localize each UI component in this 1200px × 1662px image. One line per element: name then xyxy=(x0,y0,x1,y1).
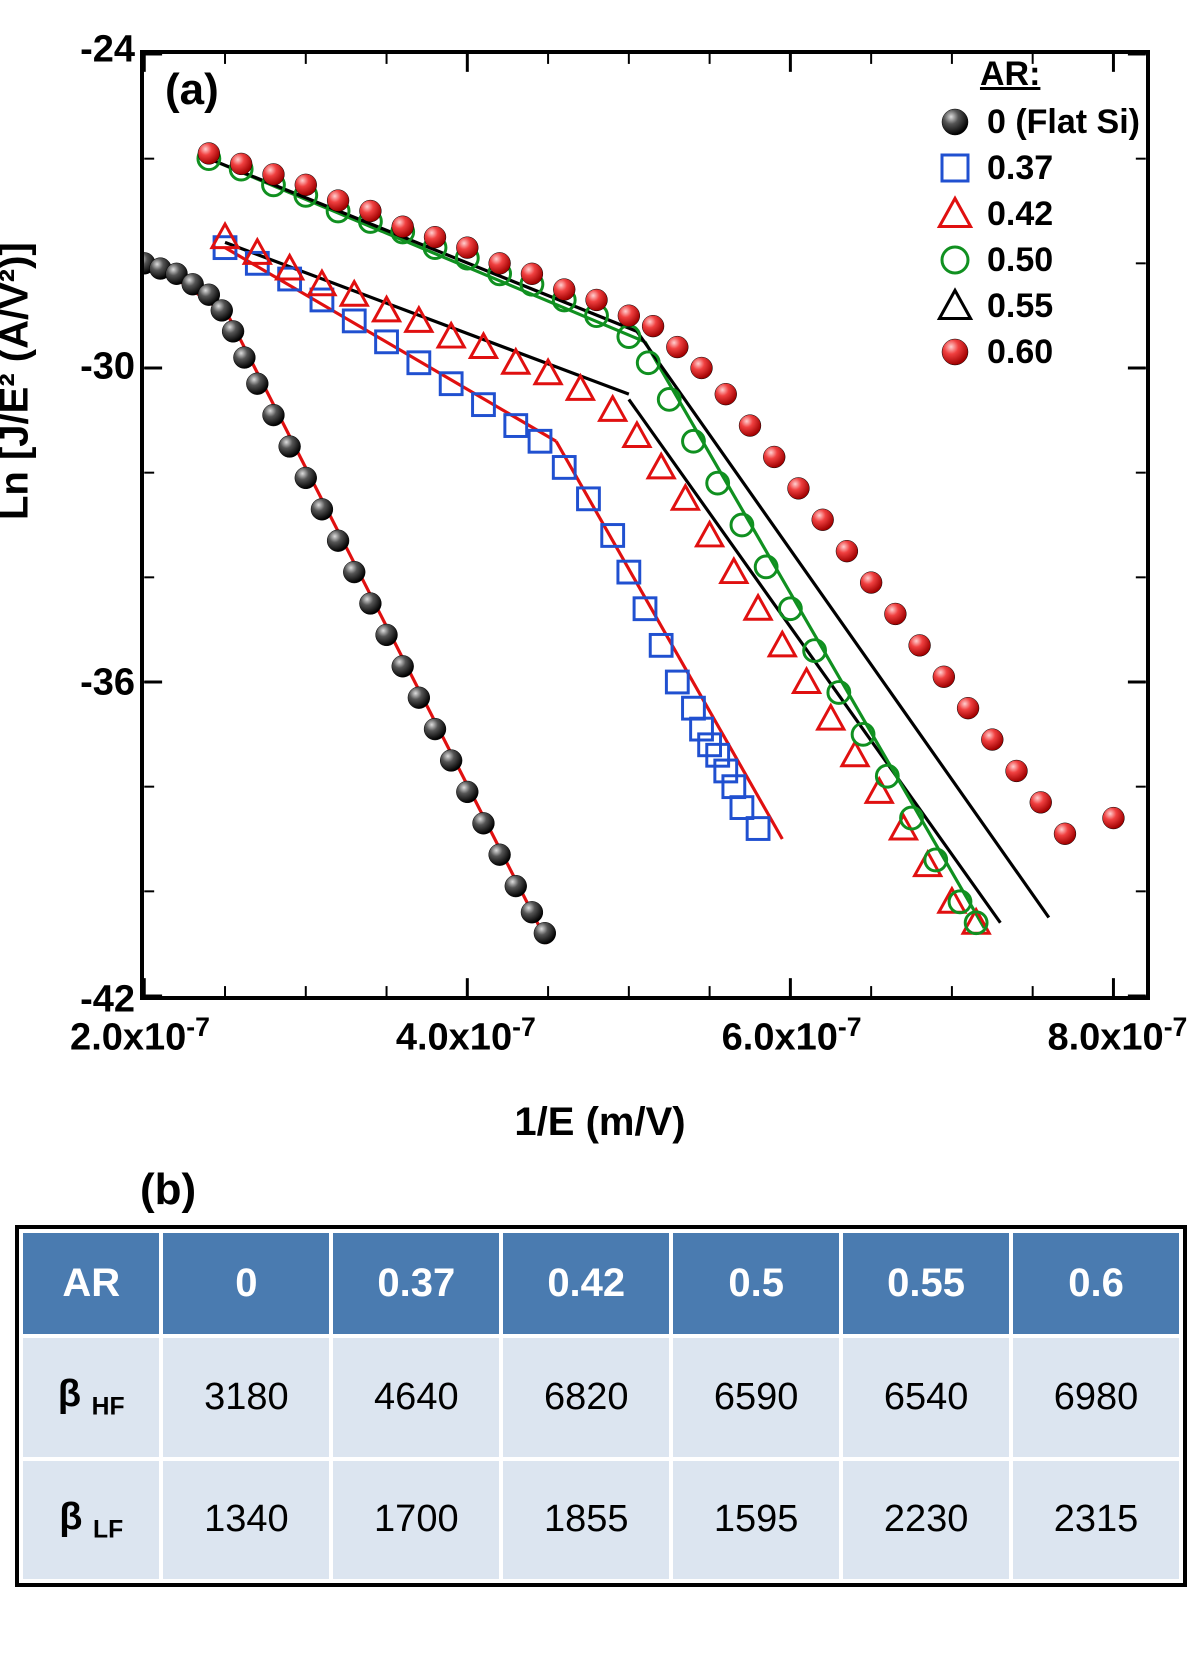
y-tick-label: -36 xyxy=(80,662,135,705)
legend-marker-icon xyxy=(935,148,975,188)
table-cell: 3180 xyxy=(163,1338,329,1457)
table-row: β LF134017001855159522302315 xyxy=(23,1461,1179,1580)
table-cell: 1855 xyxy=(503,1461,669,1580)
y-axis-label: Ln [J/E² (A/V²)] xyxy=(0,242,38,520)
legend-label: 0.60 xyxy=(987,333,1053,372)
legend-item: 0.42 xyxy=(935,192,1140,236)
legend-label: 0.55 xyxy=(987,287,1053,326)
chart-panel: Ln [J/E² (A/V²)] -24-30-36-42 2.0x10-74.… xyxy=(20,20,1180,1120)
legend-label: 0 (Flat Si) xyxy=(987,103,1140,142)
table-row-label: β LF xyxy=(23,1461,159,1580)
legend-item: 0.50 xyxy=(935,238,1140,282)
legend-label: 0.50 xyxy=(987,241,1053,280)
table-cell: 1595 xyxy=(673,1461,839,1580)
x-axis-label: 1/E (m/V) xyxy=(514,1100,685,1145)
x-tick-label: 2.0x10-7 xyxy=(70,1012,210,1060)
legend-marker-icon xyxy=(935,332,975,372)
y-tick-label: -24 xyxy=(80,29,135,72)
table-cell: 1340 xyxy=(163,1461,329,1580)
legend: AR: 0 (Flat Si) 0.37 0.42 0.50 0.55 0.60 xyxy=(935,55,1140,376)
legend-label: 0.37 xyxy=(987,149,1053,188)
table-header-cell: 0.42 xyxy=(503,1233,669,1334)
legend-title: AR: xyxy=(980,55,1140,94)
legend-item: 0.60 xyxy=(935,330,1140,374)
table-cell: 1700 xyxy=(333,1461,499,1580)
legend-marker-icon xyxy=(935,194,975,234)
table-row-label: β HF xyxy=(23,1338,159,1457)
table-header-cell: 0.5 xyxy=(673,1233,839,1334)
x-tick-label: 6.0x10-7 xyxy=(722,1012,862,1060)
x-tick-label: 8.0x10-7 xyxy=(1047,1012,1187,1060)
panel-b-label: (b) xyxy=(140,1165,196,1215)
y-tick-label: -30 xyxy=(80,345,135,388)
table-cell: 6820 xyxy=(503,1338,669,1457)
table-row: β HF318046406820659065406980 xyxy=(23,1338,1179,1457)
beta-table: AR00.370.420.50.550.6 β HF31804640682065… xyxy=(15,1225,1187,1587)
panel-a-label: (a) xyxy=(165,65,219,115)
table-cell: 4640 xyxy=(333,1338,499,1457)
legend-marker-icon xyxy=(935,286,975,326)
table-cell: 2315 xyxy=(1013,1461,1179,1580)
legend-item: 0.37 xyxy=(935,146,1140,190)
table-cell: 6540 xyxy=(843,1338,1009,1457)
legend-label: 0.42 xyxy=(987,195,1053,234)
legend-item: 0 (Flat Si) xyxy=(935,100,1140,144)
legend-marker-icon xyxy=(935,102,975,142)
table-header-cell: AR xyxy=(23,1233,159,1334)
x-tick-label: 4.0x10-7 xyxy=(396,1012,536,1060)
table-header-row: AR00.370.420.50.550.6 xyxy=(23,1233,1179,1334)
table-cell: 6590 xyxy=(673,1338,839,1457)
table-cell: 2230 xyxy=(843,1461,1009,1580)
table-header-cell: 0.55 xyxy=(843,1233,1009,1334)
table-cell: 6980 xyxy=(1013,1338,1179,1457)
legend-marker-icon xyxy=(935,240,975,280)
table-header-cell: 0 xyxy=(163,1233,329,1334)
legend-item: 0.55 xyxy=(935,284,1140,328)
table-header-cell: 0.6 xyxy=(1013,1233,1179,1334)
table-header-cell: 0.37 xyxy=(333,1233,499,1334)
